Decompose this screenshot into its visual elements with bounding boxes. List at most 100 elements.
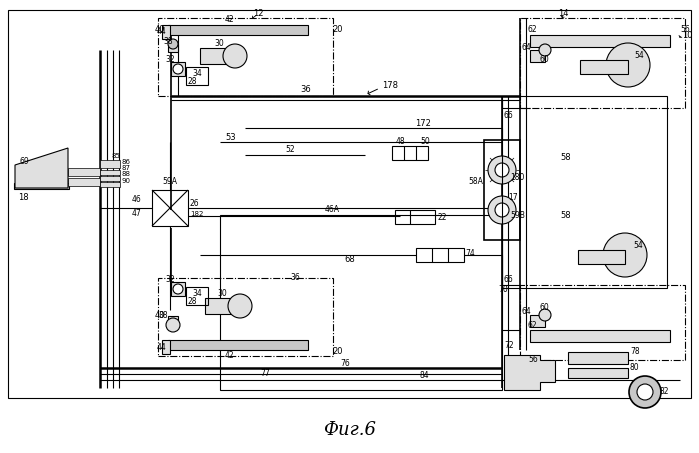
Text: 74: 74 <box>465 250 475 259</box>
Text: 30: 30 <box>214 39 224 48</box>
Text: 46: 46 <box>132 196 142 204</box>
Bar <box>171 282 185 296</box>
Text: 82: 82 <box>659 387 668 396</box>
Text: 87: 87 <box>122 165 131 171</box>
Bar <box>68 178 100 186</box>
Text: 86: 86 <box>122 159 131 165</box>
Text: 72: 72 <box>504 341 514 350</box>
Text: 28: 28 <box>188 298 198 307</box>
Bar <box>8 10 691 398</box>
Bar <box>100 160 120 168</box>
Text: 30: 30 <box>217 289 226 298</box>
Polygon shape <box>504 355 555 390</box>
Text: 54: 54 <box>633 241 643 250</box>
Bar <box>100 182 120 187</box>
Bar <box>392 146 428 160</box>
Text: Фиг.6: Фиг.6 <box>323 421 376 439</box>
Text: 28: 28 <box>188 77 198 87</box>
Text: 48: 48 <box>396 138 405 146</box>
Circle shape <box>637 384 653 400</box>
Text: 62: 62 <box>528 321 538 329</box>
Text: 47: 47 <box>132 208 142 217</box>
Text: 42: 42 <box>225 15 235 24</box>
Circle shape <box>173 64 183 74</box>
Circle shape <box>539 44 551 56</box>
Circle shape <box>539 309 551 321</box>
Text: 58A: 58A <box>468 178 483 187</box>
Bar <box>168 340 308 350</box>
Bar <box>416 248 464 262</box>
Bar <box>162 340 170 354</box>
Text: 78: 78 <box>630 347 640 357</box>
Text: 172: 172 <box>415 119 431 127</box>
Bar <box>568 352 628 364</box>
Bar <box>502 96 667 288</box>
Text: 53: 53 <box>225 132 236 141</box>
Bar <box>578 250 625 264</box>
Bar <box>152 190 188 226</box>
Bar <box>68 168 100 176</box>
Text: 14: 14 <box>558 10 568 19</box>
Text: 32: 32 <box>165 275 175 284</box>
Bar <box>158 278 333 356</box>
Text: 182: 182 <box>190 211 203 217</box>
Text: 17: 17 <box>508 193 518 202</box>
Text: 80: 80 <box>630 363 640 372</box>
Text: 22: 22 <box>437 212 447 222</box>
Circle shape <box>168 39 178 49</box>
Bar <box>171 62 185 76</box>
Text: 10: 10 <box>682 30 693 39</box>
Bar <box>186 67 208 85</box>
Circle shape <box>488 196 516 224</box>
Text: 52: 52 <box>285 145 294 154</box>
Bar <box>568 368 628 378</box>
Bar <box>14 183 69 189</box>
Text: 32: 32 <box>165 56 175 64</box>
Text: 54: 54 <box>634 50 644 59</box>
Circle shape <box>495 203 509 217</box>
Bar <box>186 287 208 305</box>
Text: 42: 42 <box>225 351 235 360</box>
Bar <box>484 140 520 240</box>
Text: 70: 70 <box>498 285 507 294</box>
Text: 77: 77 <box>260 368 270 377</box>
Text: 58: 58 <box>560 211 570 220</box>
Text: 44: 44 <box>157 28 167 37</box>
Text: 56: 56 <box>680 25 690 34</box>
Bar <box>530 315 545 327</box>
Bar <box>100 170 120 175</box>
Text: 58: 58 <box>560 154 570 163</box>
Bar <box>530 330 670 342</box>
Text: 90: 90 <box>122 178 131 184</box>
Text: 60: 60 <box>540 304 549 313</box>
Circle shape <box>606 43 650 87</box>
Text: 180: 180 <box>510 173 524 183</box>
Circle shape <box>228 294 252 318</box>
Text: 38: 38 <box>163 38 173 47</box>
Circle shape <box>603 233 647 277</box>
Text: 36: 36 <box>300 86 311 95</box>
Circle shape <box>629 376 661 408</box>
Circle shape <box>223 44 247 68</box>
Bar <box>158 18 333 96</box>
Text: 88: 88 <box>122 171 131 177</box>
Text: 84: 84 <box>420 371 430 381</box>
Bar <box>100 176 120 181</box>
Bar <box>580 60 628 74</box>
Text: 62: 62 <box>528 25 538 34</box>
Polygon shape <box>15 148 68 188</box>
Circle shape <box>488 156 516 184</box>
Circle shape <box>495 163 509 177</box>
Text: 20: 20 <box>332 347 343 357</box>
Text: 40: 40 <box>155 310 166 319</box>
Bar <box>168 316 178 324</box>
Text: 38: 38 <box>158 310 168 319</box>
Bar <box>168 44 178 52</box>
Bar <box>530 35 670 47</box>
Text: 66: 66 <box>503 111 513 120</box>
Bar <box>168 25 308 35</box>
Text: 59B: 59B <box>510 211 525 220</box>
Text: 50: 50 <box>420 138 430 146</box>
Circle shape <box>166 318 180 332</box>
Text: 34: 34 <box>192 69 202 78</box>
